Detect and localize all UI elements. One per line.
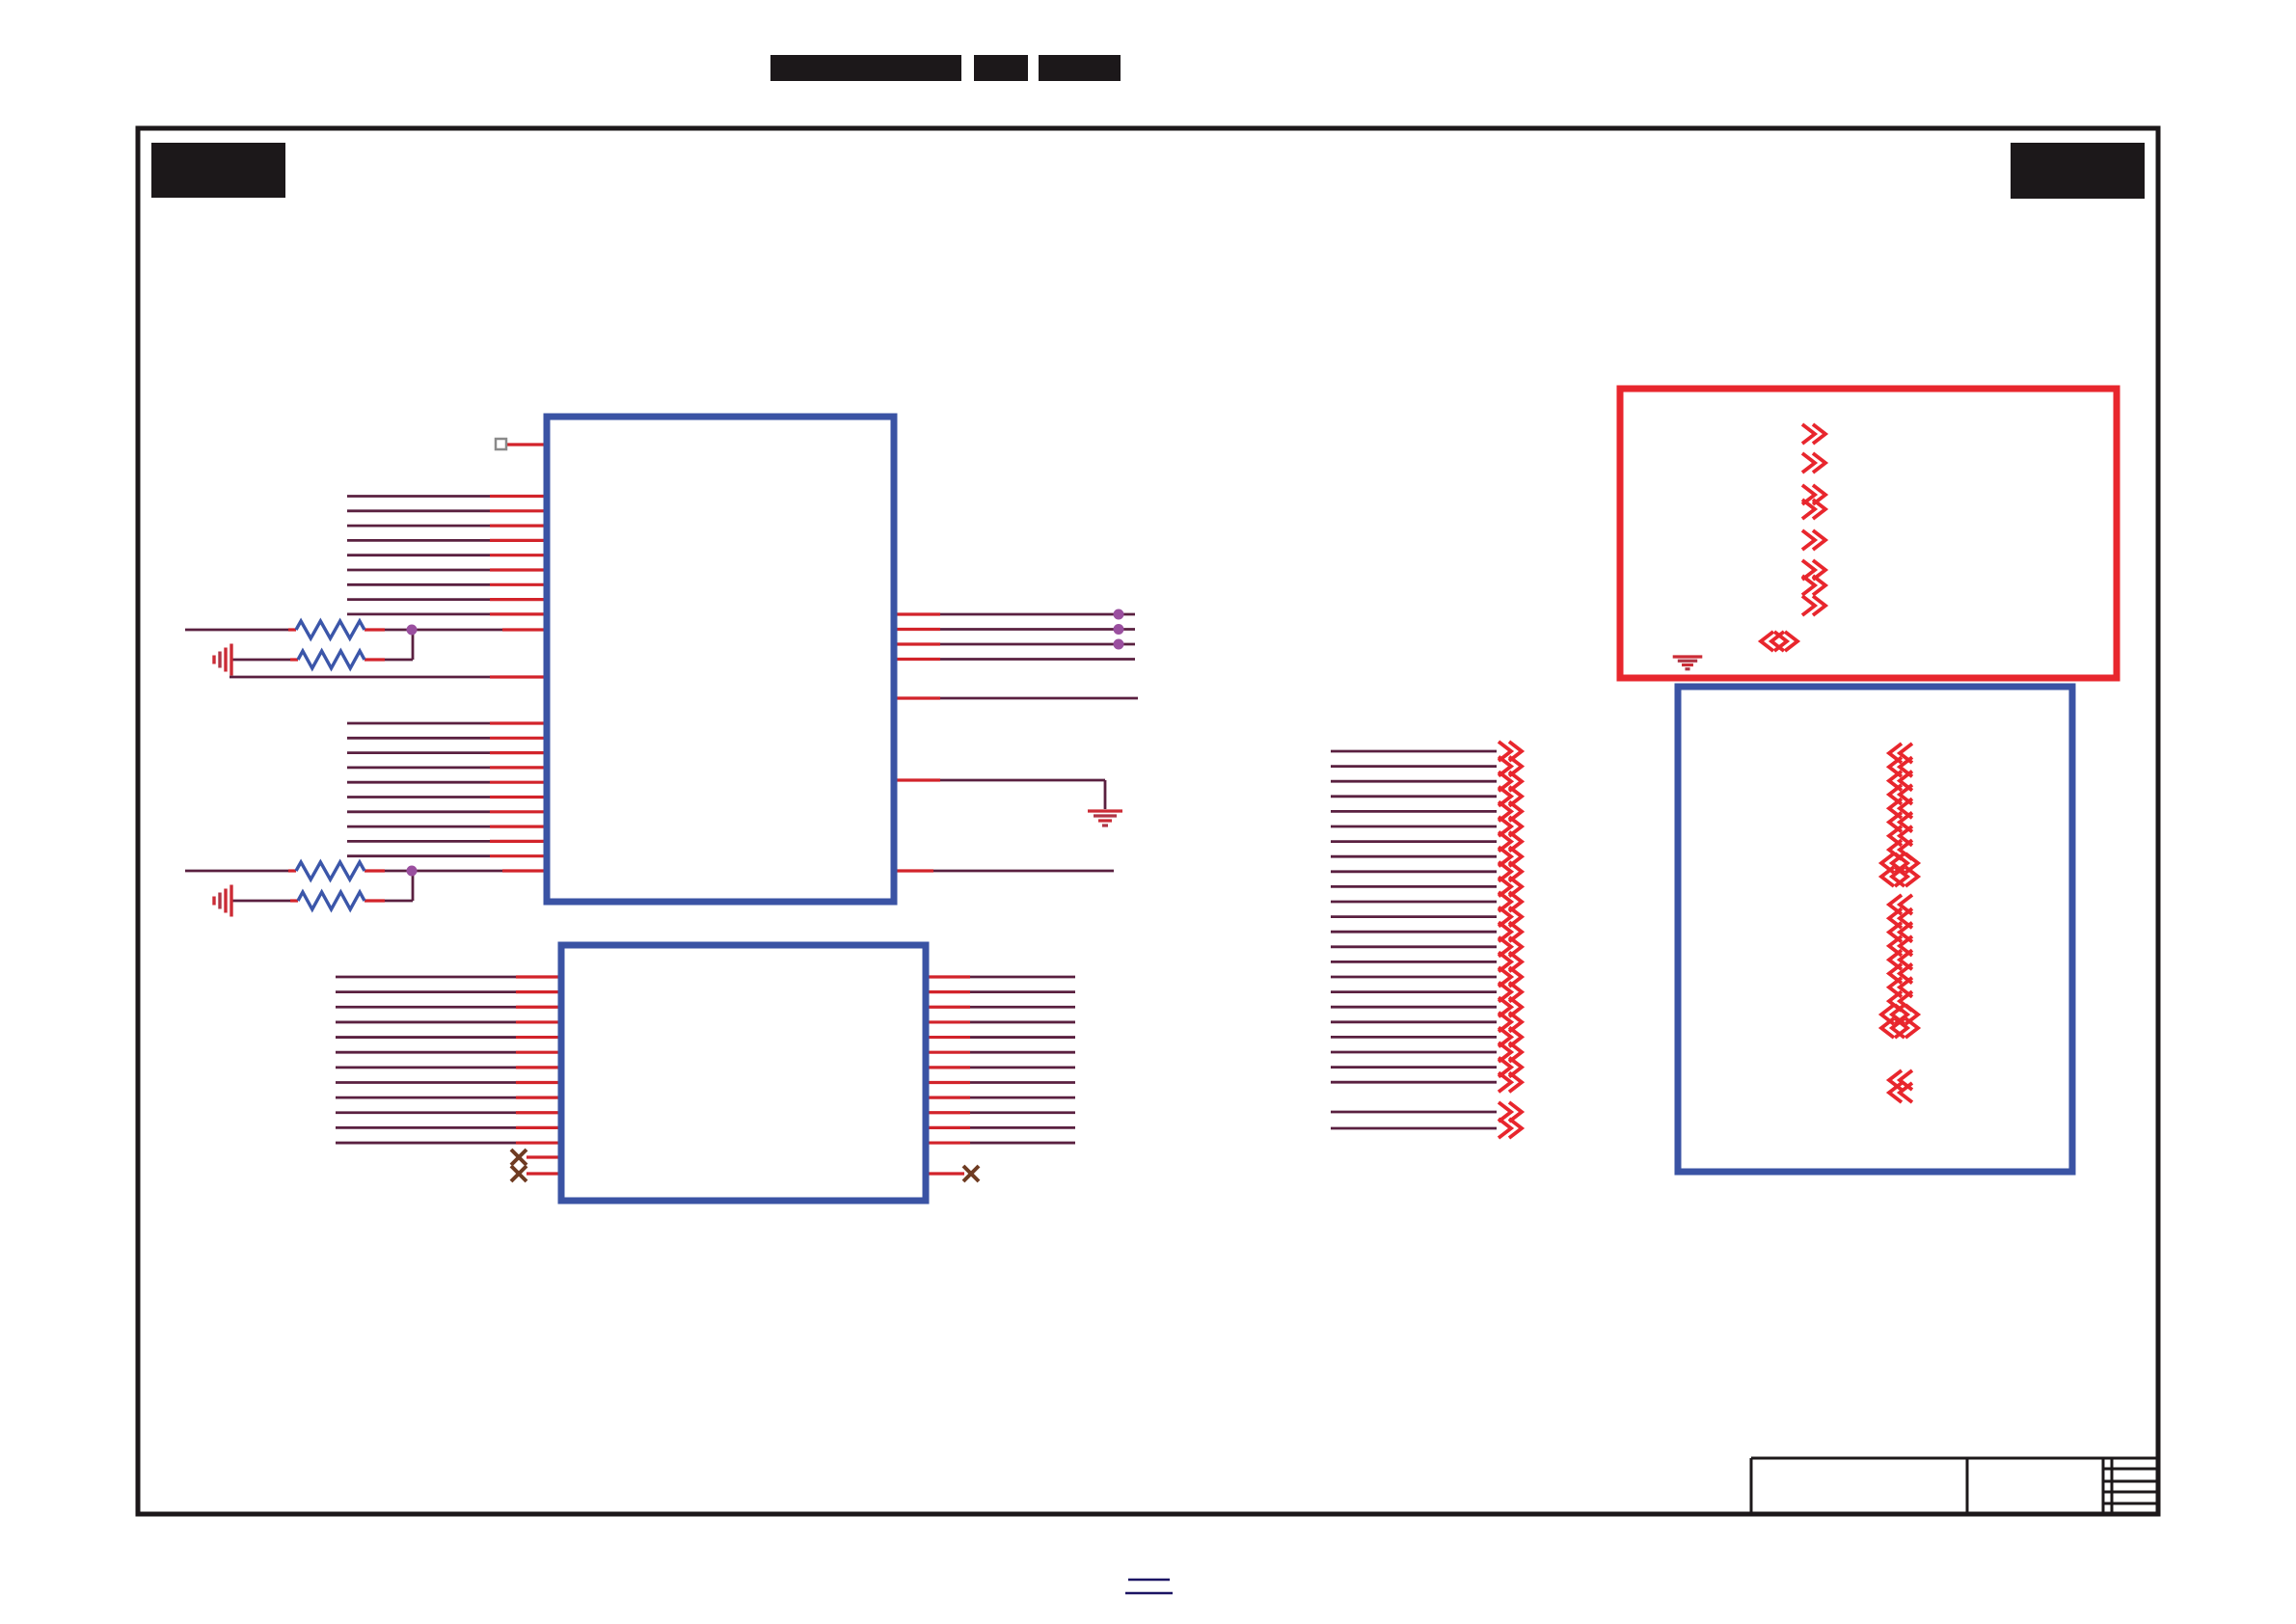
no-connect-x-icon bbox=[509, 1148, 528, 1167]
divider-b-ground-icon bbox=[212, 884, 233, 917]
mid-bus-lines-extra bbox=[1331, 1110, 1497, 1130]
mid-bus-arrows-x bbox=[1497, 1100, 1526, 1140]
chevron-left-icon bbox=[1896, 1081, 1914, 1104]
chevron-right-icon bbox=[1507, 1100, 1526, 1123]
chevron-right-icon bbox=[1800, 558, 1819, 582]
junction-dot bbox=[1113, 624, 1124, 635]
ic-box-secondary bbox=[557, 941, 930, 1204]
mid-bus-arrows bbox=[1497, 740, 1526, 1094]
bluebox-bidir-icon bbox=[1877, 865, 1922, 888]
no-connect-x-icon bbox=[961, 1164, 981, 1183]
ic-box-main bbox=[543, 413, 898, 906]
chevron-right-icon bbox=[1811, 574, 1829, 597]
junction-dots bbox=[406, 609, 1124, 877]
chevron-right-icon bbox=[1800, 498, 1819, 521]
chevron-right-icon bbox=[1811, 422, 1829, 446]
divider-a-r2 bbox=[296, 647, 366, 672]
header-redaction-2 bbox=[974, 55, 1028, 81]
chevron-right-icon bbox=[1800, 528, 1819, 552]
corner-redaction-left bbox=[151, 143, 285, 198]
title-block bbox=[1749, 1456, 2158, 1514]
footer-marks bbox=[1125, 1578, 1173, 1595]
chevron-right-icon bbox=[1811, 498, 1829, 521]
chevron-right-icon bbox=[1497, 1070, 1515, 1094]
ic1-right-bus bbox=[895, 612, 1135, 662]
chevron-right-icon bbox=[1811, 594, 1829, 617]
header-redaction-1 bbox=[770, 55, 961, 81]
ic1-left-bus-b bbox=[347, 721, 547, 858]
ic1-left-bus-a bbox=[347, 494, 547, 616]
divider-b-r2 bbox=[296, 888, 366, 913]
chevron-left-icon bbox=[1885, 1081, 1904, 1104]
header-redaction-3 bbox=[1039, 55, 1121, 81]
divider-a-r1 bbox=[294, 617, 366, 642]
no-connect-x-icon bbox=[509, 1164, 528, 1183]
bluebox-bidir-icon bbox=[1877, 1016, 1922, 1040]
redbox-ground-icon bbox=[1672, 655, 1703, 671]
redbox-out-arrows bbox=[1800, 422, 1829, 617]
ic1-right-ground-icon bbox=[1088, 809, 1122, 827]
ic2-right-bus bbox=[926, 975, 1075, 1145]
chevron-right-icon bbox=[1800, 594, 1819, 617]
chevron-right-icon bbox=[1507, 1070, 1526, 1094]
junction-dot bbox=[1113, 609, 1124, 620]
chevron-right-icon bbox=[1811, 528, 1829, 552]
chevron-right-icon bbox=[1507, 1117, 1526, 1140]
sheet-border bbox=[135, 125, 2161, 1517]
resistors bbox=[294, 617, 366, 913]
mid-bus-lines bbox=[1331, 749, 1497, 1084]
chevron-right-icon bbox=[1497, 1117, 1515, 1140]
redbox-bidir-icon bbox=[1757, 630, 1801, 653]
ic2-left-bus bbox=[336, 975, 561, 1145]
ic-boxes bbox=[543, 385, 2120, 1204]
junction-dot bbox=[406, 865, 418, 877]
chevron-right-icon bbox=[1497, 1100, 1515, 1123]
connector-box-red bbox=[1616, 385, 2120, 682]
chevron-right-icon bbox=[1811, 451, 1829, 474]
redaction-blocks bbox=[151, 55, 2145, 199]
chevron-right-icon bbox=[1811, 558, 1829, 582]
connector-box-blue bbox=[1674, 683, 2076, 1176]
bluebox-in-arrows-b bbox=[1885, 893, 1914, 1013]
signal-arrows bbox=[1497, 422, 1922, 1140]
terminal-square-icon bbox=[494, 437, 508, 451]
ground-symbols bbox=[212, 643, 1703, 917]
divider-a-ground-icon bbox=[212, 643, 233, 676]
bluebox-in-arrows-c bbox=[1885, 1069, 1914, 1104]
corner-redaction-right bbox=[2011, 143, 2145, 199]
junction-dot bbox=[406, 624, 418, 636]
chevron-right-icon bbox=[1800, 574, 1819, 597]
junction-dot bbox=[1113, 638, 1124, 650]
chevron-right-icon bbox=[1800, 451, 1819, 474]
chevron-right-icon bbox=[1800, 422, 1819, 446]
no-connect-marks bbox=[509, 1148, 981, 1183]
divider-b-r1 bbox=[294, 858, 366, 883]
